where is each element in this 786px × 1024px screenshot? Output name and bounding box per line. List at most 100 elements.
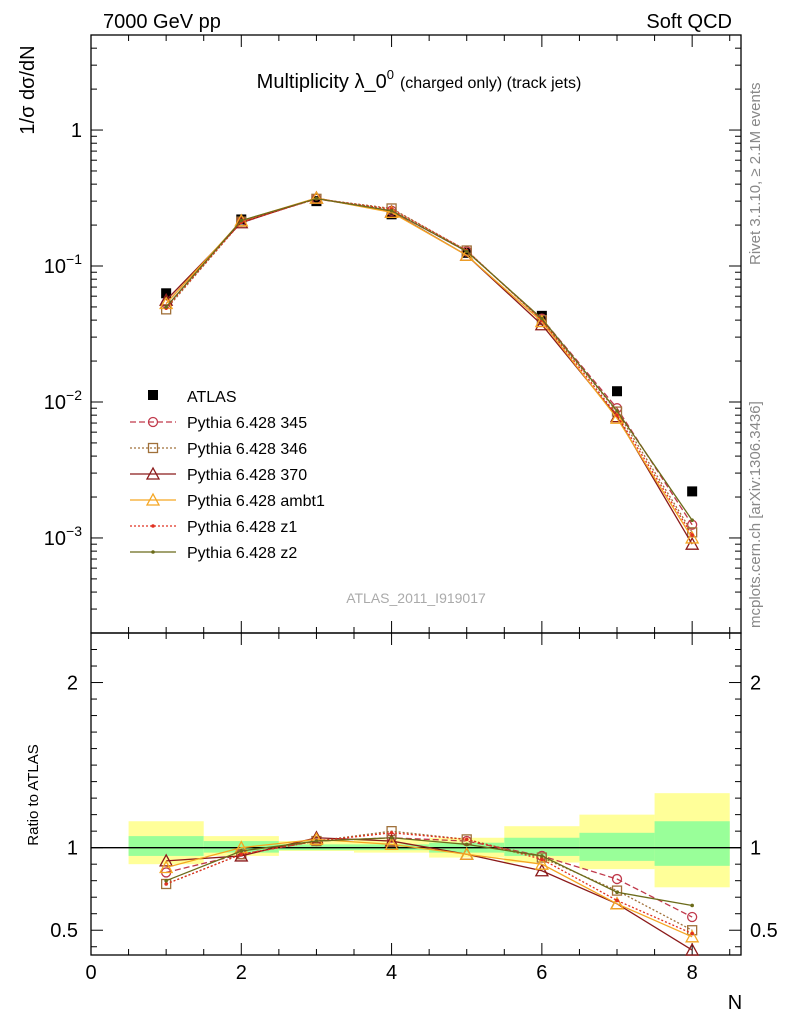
series-line <box>165 197 693 539</box>
data-point <box>685 530 700 544</box>
y-tick-label: 10−2 <box>44 387 82 414</box>
stat-uncertainty-band <box>579 832 655 861</box>
y-tick-label: 10−3 <box>44 523 82 550</box>
data-point <box>540 316 544 321</box>
data-point <box>690 518 694 523</box>
data-point <box>615 413 619 417</box>
ratio-series-line <box>165 837 693 907</box>
data-point <box>615 409 619 413</box>
ratio-data-point <box>239 852 244 857</box>
main-ylabel: 1/σ dσ/dN <box>17 45 39 134</box>
ratio-data-point <box>159 853 174 867</box>
x-tick-label: 6 <box>536 962 547 984</box>
ratio-y-tick-label-right: 0.5 <box>750 920 778 942</box>
legend-label: Pythia 6.428 346 <box>187 441 307 458</box>
legend: ATLAS Pythia 6.428 345 Pythia 6.428 346 Pyt… <box>130 389 325 562</box>
ratio-data-point <box>464 842 469 847</box>
ratio-data-point <box>690 903 694 908</box>
ratio-data-point <box>314 839 319 843</box>
x-tick-label: 0 <box>85 962 96 984</box>
ratio-data-point <box>384 837 399 851</box>
x-tick-label: 2 <box>236 962 247 984</box>
ratio-series-line <box>165 838 693 938</box>
stat-uncertainty-band <box>654 821 730 866</box>
ratio-data-point <box>690 931 694 936</box>
mcplots-label: mcplots.cern.ch [arXiv:1306.3436] <box>747 401 764 628</box>
data-point <box>690 533 694 537</box>
ratio-data-point <box>159 860 174 874</box>
ratio-frame <box>90 632 742 956</box>
ratio-data-point <box>534 856 549 870</box>
ratio-data-point <box>464 837 469 842</box>
main-panel: 1 10−1 10−2 10−3 <box>44 34 742 634</box>
series-line <box>165 198 693 536</box>
ratio-data-point <box>540 854 544 858</box>
legend-label: Pythia 6.428 z2 <box>187 545 297 562</box>
data-point <box>687 486 698 497</box>
legend-marker <box>148 390 158 400</box>
collision-label: 7000 GeV pp <box>103 11 221 33</box>
y-tick-label: 1 <box>71 120 82 142</box>
ratio-data-point <box>685 942 700 956</box>
legend-marker <box>145 492 161 506</box>
process-label: Soft QCD <box>646 11 732 33</box>
legend-label: Pythia 6.428 370 <box>187 467 307 484</box>
legend-marker <box>145 466 161 480</box>
ratio-data-point <box>609 896 625 910</box>
stat-uncertainty-band <box>203 841 279 853</box>
ratio-data-point <box>164 882 168 886</box>
legend-label: ATLAS <box>187 389 237 406</box>
data-point <box>612 386 623 397</box>
legend-marker <box>151 550 155 554</box>
stat-uncertainty-band <box>504 837 580 856</box>
legend-marker <box>147 416 159 428</box>
plot-title-sub: (charged only) (track jets) <box>400 75 581 92</box>
data-point <box>314 196 319 201</box>
ratio-y-tick-label-right: 1 <box>750 838 761 860</box>
ratio-data-point <box>164 878 168 883</box>
plot-title: Multiplicity λ_00 (charged only) (track j… <box>257 67 582 93</box>
plot-title-main: Multiplicity λ_0 <box>257 71 387 93</box>
data-point <box>389 208 394 213</box>
series-line <box>165 197 693 521</box>
ratio-data-point <box>239 849 244 853</box>
ratio-data-point <box>611 873 623 885</box>
data-point <box>234 215 249 229</box>
data-point <box>534 314 549 328</box>
x-tick-label: 8 <box>687 962 698 984</box>
ratio-ylabel: Ratio to ATLAS <box>25 744 42 845</box>
analysis-label: ATLAS_2011_I919017 <box>346 590 486 606</box>
ratio-data-point <box>534 863 549 877</box>
ratio-y-tick-label: 2 <box>67 673 78 695</box>
data-point <box>239 218 244 223</box>
y-tick-label: 10−1 <box>44 251 82 278</box>
ratio-data-point <box>687 911 698 923</box>
ratio-data-point <box>685 929 700 943</box>
legend-marker <box>151 524 155 528</box>
plot-title-sup: 0 <box>387 67 394 82</box>
ratio-panel: 0 2 4 6 8 0.5 0.5 1 1 2 2 <box>50 621 778 984</box>
data-point <box>311 196 322 207</box>
ratio-y-tick-label: 1 <box>67 838 78 860</box>
ratio-y-tick-label-right: 2 <box>750 673 761 695</box>
ratio-xlabel: N <box>728 992 742 1014</box>
rivet-label: Rivet 3.1.10, ≥ 2.1M events <box>747 83 764 266</box>
data-point <box>609 410 625 424</box>
ratio-series-line <box>166 837 693 951</box>
ratio-y-tick-label: 0.5 <box>50 920 78 942</box>
ratio-series-line <box>165 832 693 935</box>
ratio-data-point <box>459 846 474 860</box>
ratio-data-point <box>540 857 544 862</box>
data-point <box>164 305 168 309</box>
ratio-data-point <box>615 898 619 903</box>
main-frame <box>90 34 742 634</box>
stat-uncertainty-band <box>128 836 204 856</box>
ratio-data-point <box>384 833 399 847</box>
legend-label: Pythia 6.428 ambt1 <box>187 493 325 510</box>
legend-label: Pythia 6.428 345 <box>187 415 307 432</box>
ratio-data-point <box>389 831 394 835</box>
ratio-data-point <box>389 835 394 840</box>
x-tick-label: 4 <box>386 962 397 984</box>
data-point <box>464 249 469 254</box>
